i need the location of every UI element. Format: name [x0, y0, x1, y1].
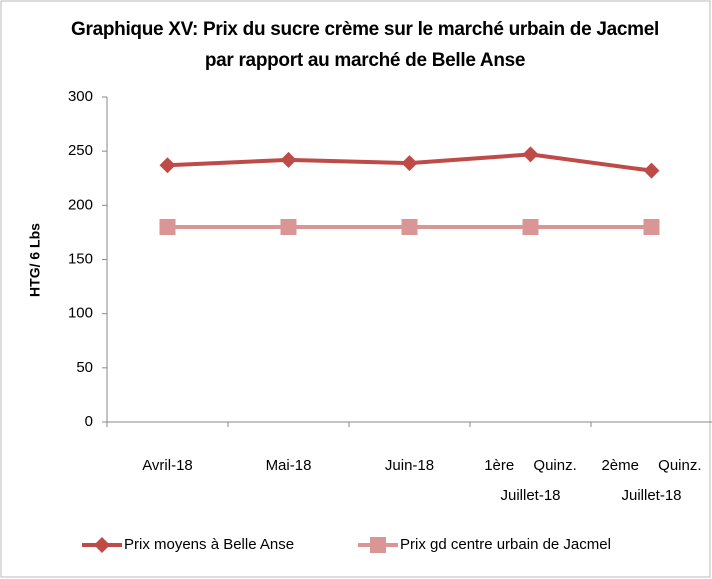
x-tick-label: Juin-18	[385, 457, 434, 474]
y-tick-label: 200	[68, 196, 93, 213]
chart-title: Graphique XV: Prix du sucre crème sur le…	[71, 19, 659, 71]
data-point	[643, 219, 660, 235]
data-point	[522, 219, 539, 235]
data-point	[522, 146, 539, 163]
x-tick-label: Avril-18	[142, 457, 193, 474]
x-tick-label: 1ère Quinz. Juillet-18	[484, 457, 577, 504]
data-point	[280, 151, 297, 168]
x-tick-label: Mai-18	[266, 457, 312, 474]
data-point	[401, 219, 418, 235]
legend-label: Prix moyens à Belle Anse	[124, 536, 294, 553]
data-point	[159, 219, 176, 235]
data-point	[401, 155, 418, 172]
data-point	[159, 157, 176, 174]
y-tick-label: 300	[68, 88, 93, 105]
legend-marker	[94, 537, 110, 553]
y-tick-label: 0	[85, 413, 93, 430]
x-tick-label: 2ème Quinz. Juillet-18	[601, 457, 701, 504]
y-tick-label: 150	[68, 250, 93, 267]
y-tick-label: 50	[76, 359, 93, 376]
y-tick-label: 250	[68, 142, 93, 159]
legend-label: Prix gd centre urbain de Jacmel	[400, 536, 611, 553]
legend-marker	[370, 537, 386, 553]
data-point	[643, 162, 660, 179]
y-axis-label: HTG/ 6 Lbs	[27, 223, 43, 297]
data-point	[280, 219, 297, 235]
y-tick-label: 100	[68, 305, 93, 322]
